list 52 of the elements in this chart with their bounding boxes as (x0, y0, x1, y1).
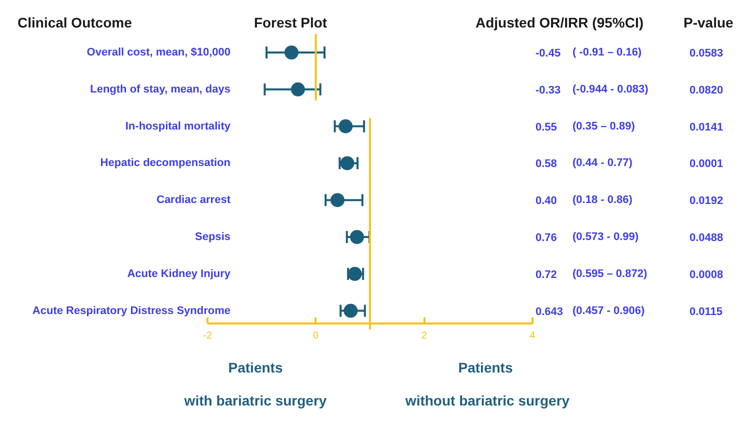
data-label: 0.76 (536, 232, 557, 244)
text: 0.0820 (690, 84, 724, 96)
y-tick-label: Acute Respiratory Distress Syndrome (32, 304, 231, 317)
text: 0.0115 (690, 306, 723, 318)
point (338, 119, 353, 134)
x-tick-label: 4 (530, 330, 536, 342)
y-tick-label: Sepsis (195, 231, 231, 243)
y-tick-label: In-hospital mortality (125, 120, 232, 132)
data-label: 0.40 (536, 195, 557, 208)
text: Adjusted OR/IRR (95%CI) (476, 14, 644, 30)
y-tick-label: Length of stay, mean, days (90, 83, 231, 96)
point (290, 82, 305, 96)
text: 0.0192 (690, 195, 724, 208)
x-tick-label: -2 (203, 330, 212, 342)
text: (0.18 - 0.86) (572, 194, 633, 206)
text: with bariatric surgery (183, 392, 327, 408)
data-label: 0.58 (536, 158, 557, 170)
text: Patients (458, 360, 513, 376)
text: without bariatric surgery (404, 392, 570, 408)
text: (0.595 – 0.872) (572, 268, 648, 280)
text: (0.35 – 0.89) (572, 120, 636, 132)
y-tick-label: Cardiac arrest (156, 194, 231, 206)
text: 0.0583 (690, 48, 724, 60)
text: (0.573 - 0.99) (572, 231, 639, 243)
text: Forest Plot (254, 14, 328, 30)
data-label: -0.33 (536, 84, 561, 96)
point (344, 304, 358, 318)
text: 0.0488 (690, 232, 724, 244)
point (284, 46, 298, 60)
y-tick-label: Overall cost, mean, $10,000 (86, 46, 231, 58)
point (350, 230, 364, 244)
text: ( -0.91 – 0.16) (572, 46, 642, 58)
x-tick-label: 2 (421, 330, 428, 342)
data-label: 0.72 (536, 268, 557, 281)
point (340, 156, 354, 170)
text: (0.44 - 0.77) (572, 157, 633, 170)
x-tick-label: 0 (313, 330, 320, 342)
data-label: -0.45 (536, 48, 561, 60)
data-label: 0.643 (536, 306, 564, 318)
point (330, 193, 344, 208)
y-tick-label: Hepatic decompensation (100, 157, 231, 170)
text: 0.0008 (690, 268, 724, 281)
text: Patients (228, 360, 283, 376)
y-tick-label: Acute Kidney Injury (127, 268, 232, 280)
data-label: 0.55 (536, 121, 557, 134)
text: P-value (684, 14, 734, 30)
text: Clinical Outcome (18, 14, 132, 30)
text: 0.0141 (690, 121, 724, 134)
text: (-0.944 - 0.083) (572, 83, 649, 96)
point (348, 266, 362, 281)
text: 0.0001 (690, 158, 724, 170)
text: (0.457 - 0.906) (572, 304, 645, 317)
